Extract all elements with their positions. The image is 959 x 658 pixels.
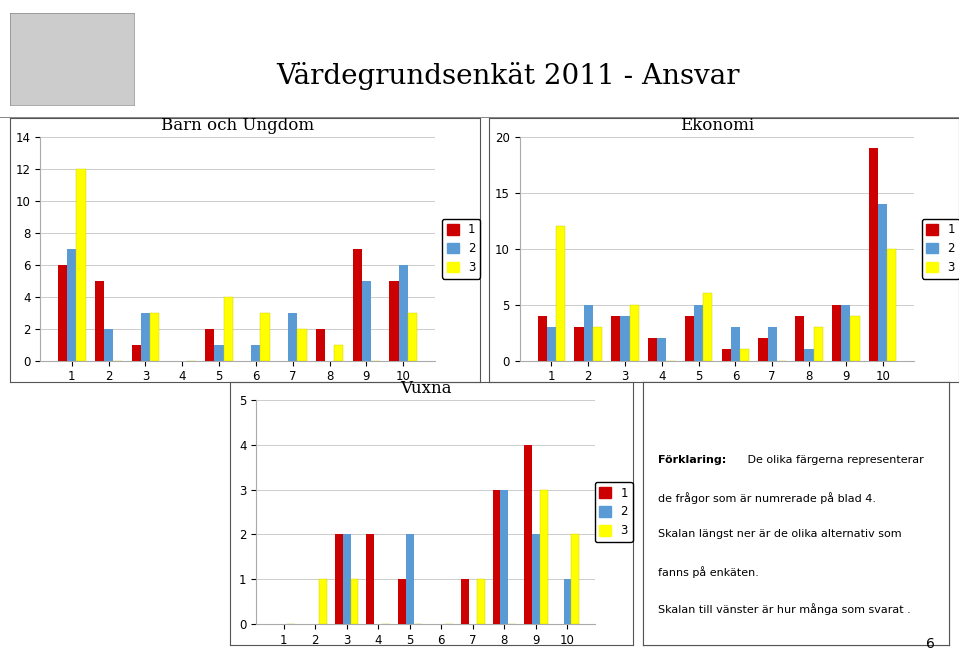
Bar bbox=[399, 265, 408, 361]
Bar bbox=[151, 313, 159, 361]
Bar bbox=[215, 345, 223, 361]
Text: De olika färgerna representerar: De olika färgerna representerar bbox=[744, 455, 924, 465]
Bar bbox=[767, 327, 777, 361]
Text: Förklaring:: Förklaring: bbox=[658, 455, 726, 465]
Bar bbox=[288, 313, 297, 361]
Bar bbox=[630, 305, 639, 361]
Bar bbox=[611, 316, 620, 361]
Text: de frågor som är numrerade på blad 4.: de frågor som är numrerade på blad 4. bbox=[658, 492, 876, 504]
Bar bbox=[58, 265, 67, 361]
Bar bbox=[398, 579, 406, 624]
Bar bbox=[362, 281, 371, 361]
Legend: 1, 2, 3: 1, 2, 3 bbox=[595, 482, 633, 542]
Bar bbox=[731, 327, 740, 361]
Bar bbox=[223, 297, 233, 361]
Bar bbox=[556, 226, 565, 361]
Bar bbox=[805, 349, 813, 361]
Bar bbox=[532, 534, 540, 624]
Bar bbox=[297, 328, 307, 361]
Bar bbox=[105, 328, 113, 361]
Title: Barn och Ungdom: Barn och Ungdom bbox=[161, 117, 314, 134]
Bar bbox=[540, 490, 548, 624]
Bar bbox=[353, 249, 362, 361]
Bar bbox=[131, 345, 141, 361]
Bar bbox=[657, 338, 667, 361]
Bar bbox=[584, 305, 593, 361]
Bar bbox=[351, 579, 359, 624]
Bar bbox=[95, 281, 105, 361]
Bar bbox=[887, 249, 897, 361]
Legend: 1, 2, 3: 1, 2, 3 bbox=[922, 218, 959, 279]
Bar bbox=[593, 327, 602, 361]
Bar bbox=[251, 345, 261, 361]
Text: Skalan längst ner är de olika alternativ som: Skalan längst ner är de olika alternativ… bbox=[658, 529, 901, 539]
Bar bbox=[461, 579, 469, 624]
Bar bbox=[795, 316, 805, 361]
Title: Ekonomi: Ekonomi bbox=[680, 117, 754, 134]
Bar bbox=[493, 490, 501, 624]
Bar bbox=[620, 316, 630, 361]
Bar bbox=[524, 445, 532, 624]
Bar bbox=[501, 490, 508, 624]
Bar bbox=[648, 338, 657, 361]
Text: fanns på enkäten.: fanns på enkäten. bbox=[658, 566, 759, 578]
Bar bbox=[205, 328, 215, 361]
Bar bbox=[685, 316, 694, 361]
Text: 6: 6 bbox=[926, 638, 935, 651]
Bar bbox=[878, 204, 887, 361]
Bar bbox=[564, 579, 572, 624]
Bar bbox=[366, 534, 374, 624]
Bar bbox=[869, 148, 878, 361]
Bar bbox=[740, 349, 749, 361]
Bar bbox=[841, 305, 851, 361]
Bar bbox=[572, 534, 579, 624]
Bar bbox=[759, 338, 767, 361]
Bar bbox=[703, 293, 713, 361]
Bar bbox=[319, 579, 327, 624]
Bar bbox=[261, 313, 269, 361]
Bar bbox=[851, 316, 859, 361]
Bar bbox=[335, 534, 342, 624]
Bar bbox=[547, 327, 556, 361]
Bar bbox=[574, 327, 584, 361]
Bar bbox=[538, 316, 547, 361]
Bar bbox=[694, 305, 703, 361]
Bar bbox=[334, 345, 343, 361]
Bar bbox=[477, 579, 484, 624]
Bar bbox=[813, 327, 823, 361]
Bar bbox=[67, 249, 77, 361]
Legend: 1, 2, 3: 1, 2, 3 bbox=[442, 218, 480, 279]
Bar bbox=[408, 313, 417, 361]
Bar bbox=[141, 313, 151, 361]
Bar bbox=[389, 281, 399, 361]
Bar bbox=[316, 328, 325, 361]
Text: Skalan till vänster är hur många som svarat .: Skalan till vänster är hur många som sva… bbox=[658, 603, 911, 615]
Title: Vuxna: Vuxna bbox=[400, 380, 452, 397]
Bar bbox=[721, 349, 731, 361]
Bar bbox=[406, 534, 413, 624]
Bar bbox=[77, 169, 85, 361]
Bar bbox=[832, 305, 841, 361]
Bar bbox=[342, 534, 351, 624]
Text: Värdegrundsenkät 2011 - Ansvar: Värdegrundsenkät 2011 - Ansvar bbox=[276, 62, 740, 89]
